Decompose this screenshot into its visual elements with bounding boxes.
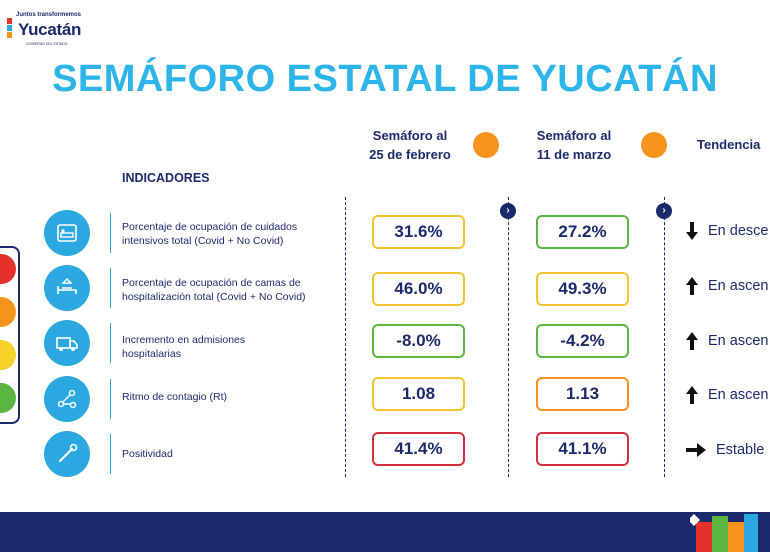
traffic-light [0, 246, 20, 424]
column-divider [664, 197, 665, 477]
row-divider [110, 268, 111, 308]
chevron-right-icon[interactable]: › [500, 203, 516, 219]
value-feb: 31.6% [372, 215, 465, 249]
indicator-label: Porcentaje de ocupación de camas de hosp… [122, 277, 306, 303]
contagion-icon [44, 376, 90, 422]
ambulance-icon [44, 320, 90, 366]
indicator-label: Ritmo de contagio (Rt) [122, 391, 228, 403]
column-header-trend: Tendencia [697, 137, 761, 152]
value-mar: -4.2% [536, 324, 629, 358]
column-divider [508, 197, 509, 477]
column-header-feb: Semáforo al 25 de febrero [369, 128, 451, 162]
trend-item: En desce [686, 222, 768, 240]
hospital-bed-icon [44, 265, 90, 311]
arrow-down-icon [686, 222, 698, 240]
logo-name: Yucatán [18, 20, 82, 39]
value-feb: 1.08 [372, 377, 465, 411]
footer-bar [0, 512, 770, 552]
traffic-light-green [0, 383, 16, 413]
row-divider [110, 323, 111, 363]
value-feb: 41.4% [372, 432, 465, 466]
logo: Juntos transformemos Yucatán GOBIERNO DE… [6, 10, 90, 46]
logo-mark-icon [7, 18, 12, 38]
chevron-right-icon[interactable]: › [656, 203, 672, 219]
trend-item: En ascen [686, 277, 768, 295]
trend-item: En ascen [686, 386, 768, 404]
test-swab-icon [44, 431, 90, 477]
value-feb: -8.0% [372, 324, 465, 358]
value-feb: 46.0% [372, 272, 465, 306]
column-header-mar: Semáforo al 11 de marzo [536, 128, 612, 162]
traffic-light-yellow [0, 340, 16, 370]
traffic-light-orange [0, 297, 16, 327]
row-divider [110, 434, 111, 474]
row-divider [110, 213, 111, 253]
arrow-right-icon [686, 443, 706, 457]
column-divider [345, 197, 346, 477]
indicator-label: Porcentaje de ocupación de cuidados inte… [122, 221, 298, 247]
value-mar: 41.1% [536, 432, 629, 466]
arrow-up-icon [686, 277, 698, 295]
logo-government: GOBIERNO DEL ESTADO [26, 42, 68, 46]
indicators-heading: INDICADORES [122, 171, 210, 185]
value-mar: 27.2% [536, 215, 629, 249]
arrow-up-icon [686, 386, 698, 404]
page-title: SEMÁFORO ESTATAL DE YUCATÁN [52, 58, 718, 100]
indicator-label: Positividad [122, 448, 173, 460]
trend-item: Estable [686, 442, 764, 458]
arrow-up-icon [686, 332, 698, 350]
status-dot-mar [641, 132, 667, 158]
icu-bed-icon [44, 210, 90, 256]
footer-logo-mark-icon [690, 514, 758, 552]
logo-tagline: Juntos transformemos [16, 12, 82, 18]
indicator-label: Incremento en admisiones hospitalarias [122, 334, 246, 360]
value-mar: 1.13 [536, 377, 629, 411]
status-dot-feb [473, 132, 499, 158]
value-mar: 49.3% [536, 272, 629, 306]
row-divider [110, 379, 111, 419]
trend-item: En ascen [686, 332, 768, 350]
traffic-light-red [0, 254, 16, 284]
